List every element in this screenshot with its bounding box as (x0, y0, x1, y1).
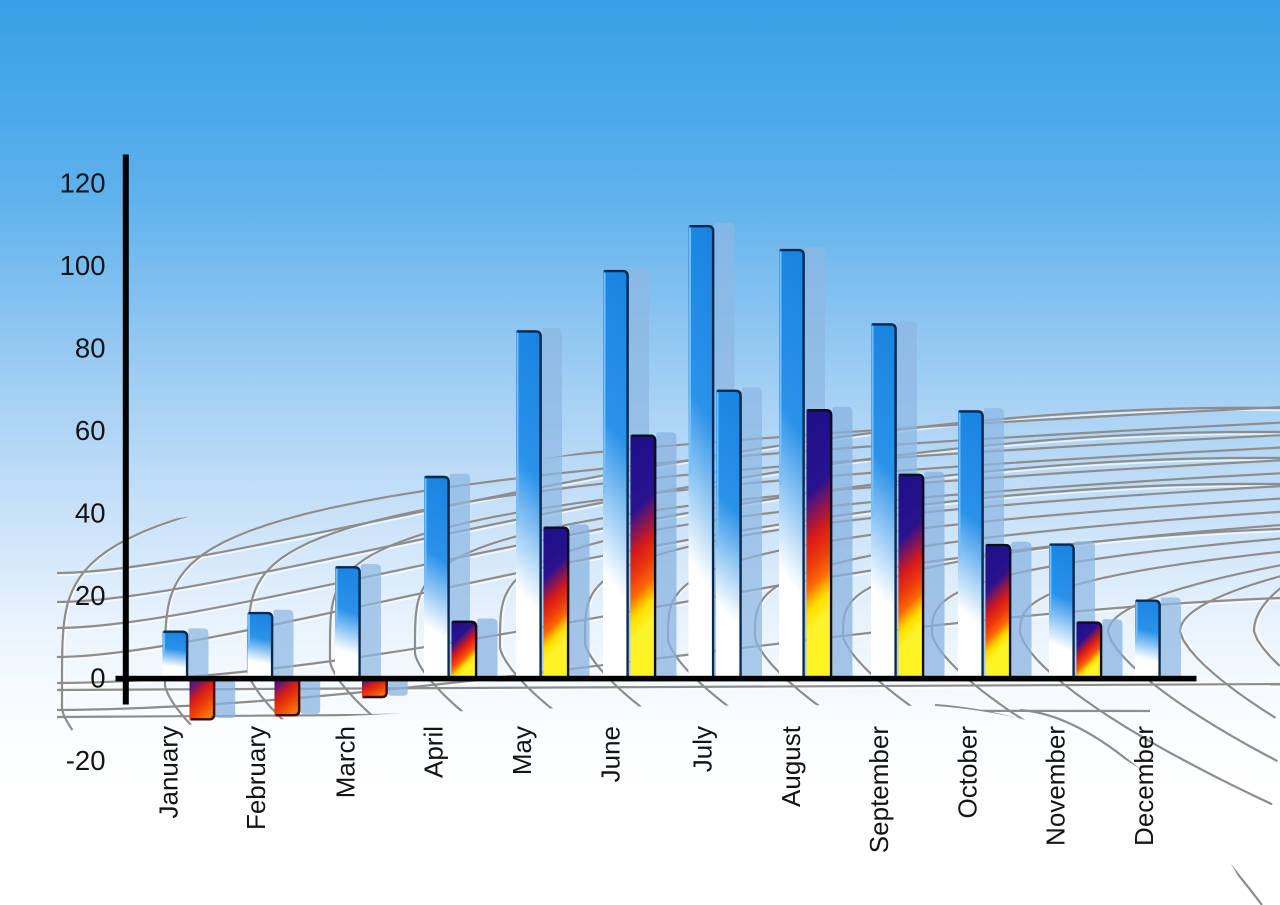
svg-text:0: 0 (90, 663, 105, 694)
svg-text:80: 80 (75, 333, 106, 364)
svg-text:December: December (1129, 726, 1159, 846)
svg-text:March: March (330, 726, 360, 798)
svg-text:40: 40 (75, 498, 106, 529)
svg-text:120: 120 (60, 168, 106, 199)
svg-text:May: May (507, 726, 537, 775)
svg-text:November: November (1041, 726, 1071, 846)
svg-text:February: February (241, 726, 271, 830)
svg-text:April: April (419, 726, 449, 778)
svg-text:August: August (776, 725, 806, 807)
svg-text:July: July (688, 726, 718, 772)
svg-text:September: September (864, 726, 894, 854)
svg-text:20: 20 (75, 580, 106, 611)
svg-text:January: January (154, 726, 184, 819)
svg-text:June: June (596, 726, 626, 782)
svg-text:100: 100 (60, 250, 106, 281)
svg-text:-20: -20 (66, 745, 106, 776)
svg-text:60: 60 (75, 415, 106, 446)
svg-text:October: October (952, 726, 982, 819)
